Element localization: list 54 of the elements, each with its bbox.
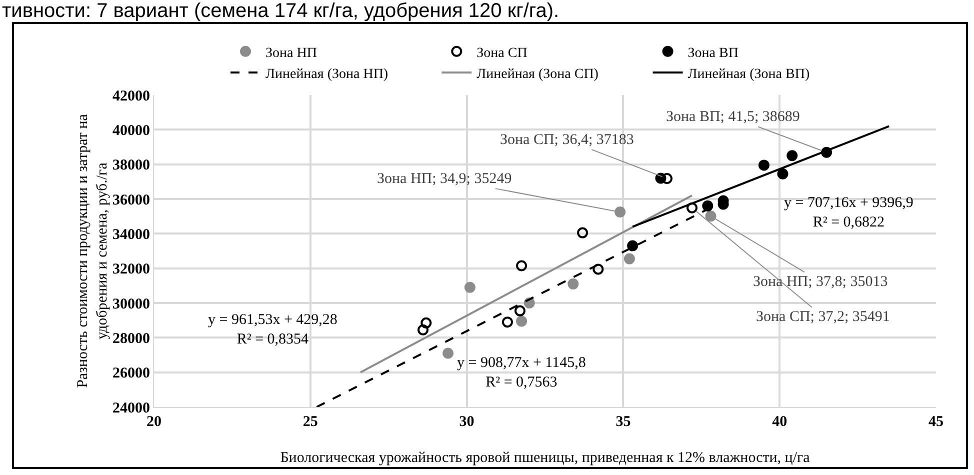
annotation: y = 961,53x + 429,28 R² = 0,8354 bbox=[208, 312, 338, 348]
point bbox=[514, 305, 526, 316]
point bbox=[516, 316, 528, 327]
point bbox=[758, 160, 770, 171]
point bbox=[705, 210, 716, 222]
x-tick-label: 30 bbox=[459, 414, 474, 430]
point bbox=[702, 200, 714, 212]
y-tick-label: 42000 bbox=[112, 88, 150, 104]
annotation: Зона ВП; 41,5; 38689 bbox=[666, 109, 800, 125]
legend-label: Линейная (Зона НП) bbox=[266, 67, 388, 82]
point bbox=[442, 348, 454, 359]
x-tick-label: 25 bbox=[302, 414, 318, 430]
legend-label: Зона НП bbox=[266, 46, 317, 61]
y-tick-label: 34000 bbox=[112, 226, 150, 243]
annotation: Зона СП; 36,4; 37183 bbox=[500, 132, 634, 148]
annotation: y = 908,77x + 1145,8 R² = 0,7563 bbox=[457, 355, 586, 390]
legend-label: Зона ВП bbox=[688, 46, 738, 61]
y-tick-label: 38000 bbox=[112, 158, 150, 174]
y-tick-label: 36000 bbox=[112, 192, 150, 208]
point bbox=[464, 282, 476, 293]
x-tick-label: 20 bbox=[146, 414, 162, 430]
point bbox=[420, 317, 432, 328]
x-tick-label: 45 bbox=[928, 414, 944, 430]
annotation: y = 707,16x + 9396,9 R² = 0,6822 bbox=[784, 195, 914, 230]
legend-label: Линейная (Зона СП) bbox=[476, 67, 599, 82]
x-tick-label: 40 bbox=[772, 414, 788, 430]
legend-label: Линейная (Зона ВП) bbox=[688, 67, 810, 82]
point bbox=[592, 264, 604, 275]
point bbox=[418, 324, 429, 336]
y-tick-label: 28000 bbox=[112, 330, 150, 347]
point bbox=[655, 172, 666, 184]
point bbox=[786, 150, 798, 162]
annotation: Зона СП; 37,2; 35491 bbox=[756, 309, 890, 325]
annotation: Зона НП; 37,8; 35013 bbox=[753, 274, 888, 290]
y-tick-label: 24000 bbox=[112, 400, 150, 416]
annotation: Зона НП; 34,9; 35249 bbox=[377, 171, 512, 187]
y-axis-title: Разность стоимости продукции и затрат на удобрения и семена, руб./га bbox=[75, 114, 110, 388]
chart-title: тивности: 7 вариант (семена 174 кг/га, удобрения 120 кг/га). bbox=[1, 0, 560, 22]
point bbox=[502, 316, 513, 328]
point bbox=[624, 253, 635, 264]
y-tick-label: 32000 bbox=[112, 262, 150, 278]
point bbox=[777, 168, 788, 180]
y-tick-label: 40000 bbox=[112, 122, 150, 139]
y-tick-label: 30000 bbox=[112, 296, 150, 312]
point bbox=[568, 278, 579, 290]
point bbox=[516, 260, 528, 272]
point bbox=[577, 227, 588, 238]
x-axis-title: Биологическая урожайность яровой пшеницы, приведенная к 12% влажности, ц/га bbox=[280, 450, 810, 466]
point bbox=[686, 202, 698, 214]
y-tick-label: 26000 bbox=[112, 366, 150, 382]
point bbox=[627, 240, 638, 252]
x-tick-label: 35 bbox=[616, 414, 631, 430]
legend-label: Зона СП bbox=[476, 46, 528, 61]
point bbox=[614, 206, 626, 218]
